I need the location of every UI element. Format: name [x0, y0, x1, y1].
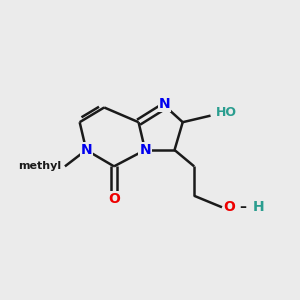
Text: H: H — [253, 200, 265, 214]
Text: O: O — [108, 192, 120, 206]
Text: N: N — [139, 143, 151, 157]
Text: N: N — [80, 143, 92, 157]
Text: O: O — [224, 200, 236, 214]
Text: –: – — [240, 200, 247, 214]
Text: N: N — [159, 97, 170, 111]
Text: HO: HO — [215, 106, 236, 119]
Text: methyl: methyl — [19, 161, 62, 171]
